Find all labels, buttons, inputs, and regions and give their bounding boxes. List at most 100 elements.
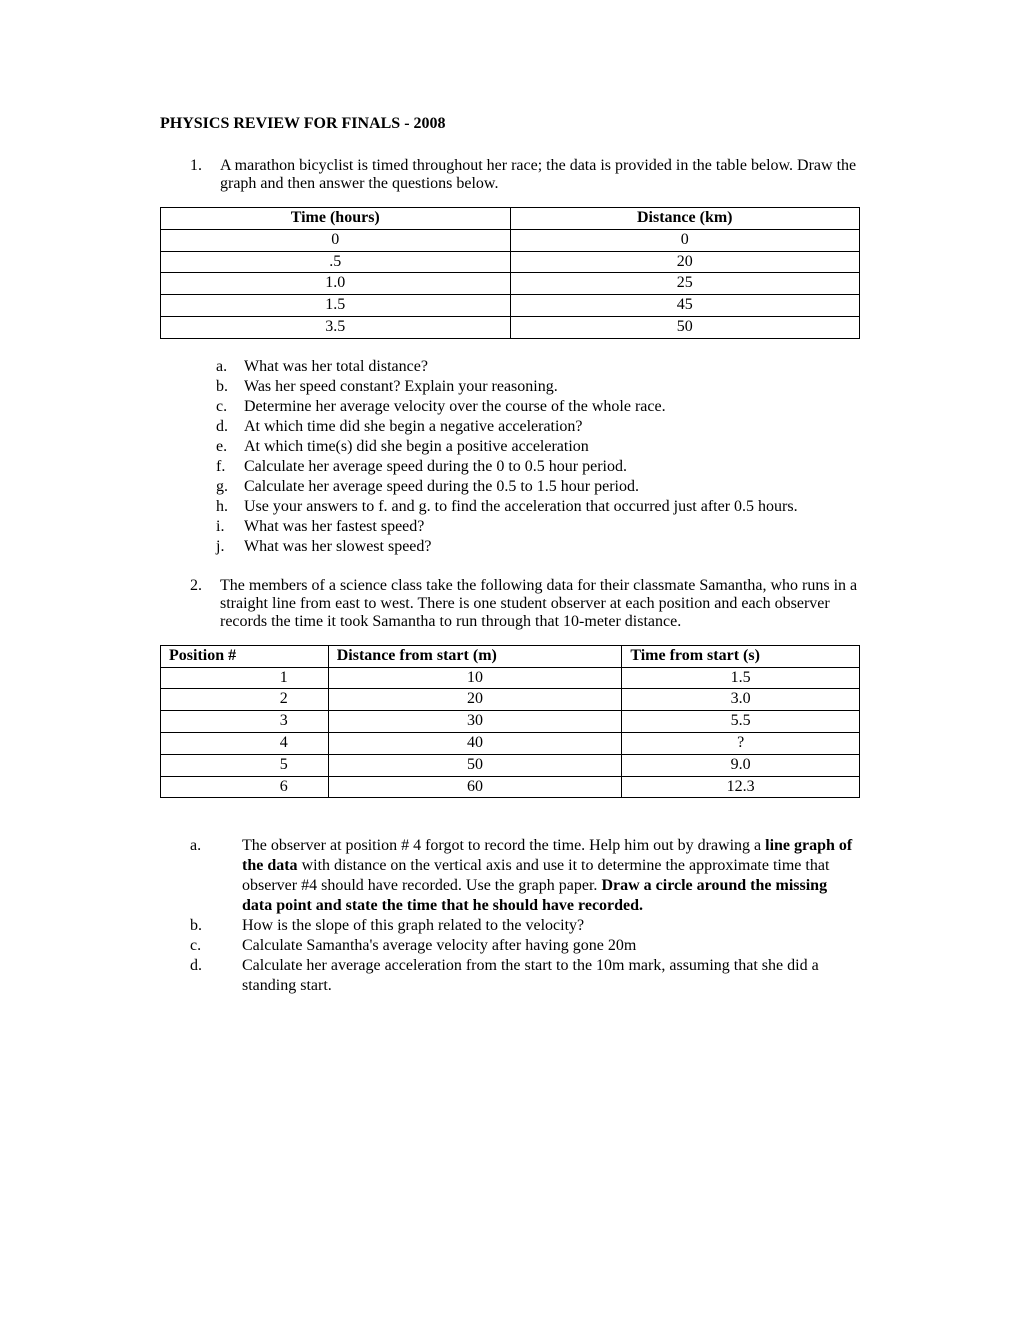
sub-body: How is the slope of this graph related t… — [242, 916, 860, 936]
q1-table: Time (hours) Distance (km) 00.5201.0251.… — [160, 207, 860, 339]
list-item: j.What was her slowest speed? — [216, 537, 860, 557]
sub-label: d. — [216, 417, 244, 437]
sub-body: Calculate her average speed during the 0… — [244, 477, 860, 497]
bold-text: line graph of the data — [242, 837, 852, 874]
table-cell: 30 — [328, 711, 622, 733]
sub-body: At which time did she begin a negative a… — [244, 417, 860, 437]
table-row: 1.545 — [161, 295, 860, 317]
sub-body: What was her fastest speed? — [244, 517, 860, 537]
list-item: c.Calculate Samantha's average velocity … — [190, 936, 860, 956]
page-title: PHYSICS REVIEW FOR FINALS - 2008 — [160, 115, 860, 133]
sub-label: g. — [216, 477, 244, 497]
sub-label: a. — [216, 357, 244, 377]
list-item: c.Determine her average velocity over th… — [216, 397, 860, 417]
table-cell: 0 — [161, 229, 511, 251]
sub-body: Calculate her average speed during the 0… — [244, 457, 860, 477]
table-cell: 2 — [161, 689, 329, 711]
list-item: f.Calculate her average speed during the… — [216, 457, 860, 477]
q2-th-time: Time from start (s) — [622, 645, 860, 667]
table-cell: 20 — [328, 689, 622, 711]
table-cell: 3 — [161, 711, 329, 733]
table-cell: 3.0 — [622, 689, 860, 711]
table-row: 440? — [161, 732, 860, 754]
sub-body: Was her speed constant? Explain your rea… — [244, 377, 860, 397]
sub-body: The observer at position # 4 forgot to r… — [242, 836, 860, 916]
table-cell: 10 — [328, 667, 622, 689]
table-cell: 50 — [510, 316, 860, 338]
table-row: 1101.5 — [161, 667, 860, 689]
sub-body: At which time(s) did she begin a positiv… — [244, 437, 860, 457]
table-cell: 45 — [510, 295, 860, 317]
table-cell: 9.0 — [622, 754, 860, 776]
sub-body: Use your answers to f. and g. to find th… — [244, 497, 860, 517]
q1-th-time: Time (hours) — [161, 208, 511, 230]
list-item: d.Calculate her average acceleration fro… — [190, 956, 860, 996]
table-cell: 40 — [328, 732, 622, 754]
sub-label: c. — [216, 397, 244, 417]
table-cell: 1.5 — [161, 295, 511, 317]
q2-th-position: Position # — [161, 645, 329, 667]
list-item: e.At which time(s) did she begin a posit… — [216, 437, 860, 457]
sub-body: Determine her average velocity over the … — [244, 397, 860, 417]
table-header-row: Position # Distance from start (m) Time … — [161, 645, 860, 667]
table-row: 66012.3 — [161, 776, 860, 798]
table-row: 2203.0 — [161, 689, 860, 711]
table-cell: 0 — [510, 229, 860, 251]
table-cell: ? — [622, 732, 860, 754]
q1-stem: 1. A marathon bicyclist is timed through… — [190, 157, 860, 193]
question-1: 1. A marathon bicyclist is timed through… — [190, 157, 860, 193]
table-cell: 4 — [161, 732, 329, 754]
sub-label: f. — [216, 457, 244, 477]
table-row: 3.550 — [161, 316, 860, 338]
q2-stem: 2. The members of a science class take t… — [190, 577, 860, 631]
table-cell: 1 — [161, 667, 329, 689]
list-item: a.The observer at position # 4 forgot to… — [190, 836, 860, 916]
list-item: d.At which time did she begin a negative… — [216, 417, 860, 437]
bold-text: Draw a circle around the missing data po… — [242, 877, 827, 914]
question-2: 2. The members of a science class take t… — [190, 577, 860, 631]
q2-text: The members of a science class take the … — [220, 577, 860, 631]
table-cell: 50 — [328, 754, 622, 776]
table-cell: 60 — [328, 776, 622, 798]
q2-th-distance: Distance from start (m) — [328, 645, 622, 667]
q2-number: 2. — [190, 577, 220, 631]
table-cell: 5.5 — [622, 711, 860, 733]
sub-label: e. — [216, 437, 244, 457]
table-cell: 25 — [510, 273, 860, 295]
q2-table: Position # Distance from start (m) Time … — [160, 645, 860, 799]
table-header-row: Time (hours) Distance (km) — [161, 208, 860, 230]
table-cell: 1.5 — [622, 667, 860, 689]
sub-body: What was her total distance? — [244, 357, 860, 377]
table-row: .520 — [161, 251, 860, 273]
table-cell: 5 — [161, 754, 329, 776]
sub-label: i. — [216, 517, 244, 537]
list-item: b.How is the slope of this graph related… — [190, 916, 860, 936]
sub-label: j. — [216, 537, 244, 557]
table-cell: .5 — [161, 251, 511, 273]
table-cell: 20 — [510, 251, 860, 273]
table-cell: 12.3 — [622, 776, 860, 798]
page: PHYSICS REVIEW FOR FINALS - 2008 1. A ma… — [0, 0, 1020, 1056]
table-cell: 1.0 — [161, 273, 511, 295]
sub-label: h. — [216, 497, 244, 517]
table-row: 3305.5 — [161, 711, 860, 733]
sub-label: b. — [216, 377, 244, 397]
list-item: g.Calculate her average speed during the… — [216, 477, 860, 497]
list-item: b.Was her speed constant? Explain your r… — [216, 377, 860, 397]
table-row: 1.025 — [161, 273, 860, 295]
table-row: 00 — [161, 229, 860, 251]
sub-label: a. — [190, 836, 242, 916]
sub-body: Calculate her average acceleration from … — [242, 956, 860, 996]
list-item: h.Use your answers to f. and g. to find … — [216, 497, 860, 517]
list-item: i.What was her fastest speed? — [216, 517, 860, 537]
table-cell: 6 — [161, 776, 329, 798]
q1-number: 1. — [190, 157, 220, 193]
sub-label: c. — [190, 936, 242, 956]
q1-text: A marathon bicyclist is timed throughout… — [220, 157, 860, 193]
list-item: a.What was her total distance? — [216, 357, 860, 377]
q1-th-distance: Distance (km) — [510, 208, 860, 230]
table-cell: 3.5 — [161, 316, 511, 338]
q1-subquestions: a.What was her total distance?b.Was her … — [216, 357, 860, 557]
table-row: 5509.0 — [161, 754, 860, 776]
sub-label: d. — [190, 956, 242, 996]
